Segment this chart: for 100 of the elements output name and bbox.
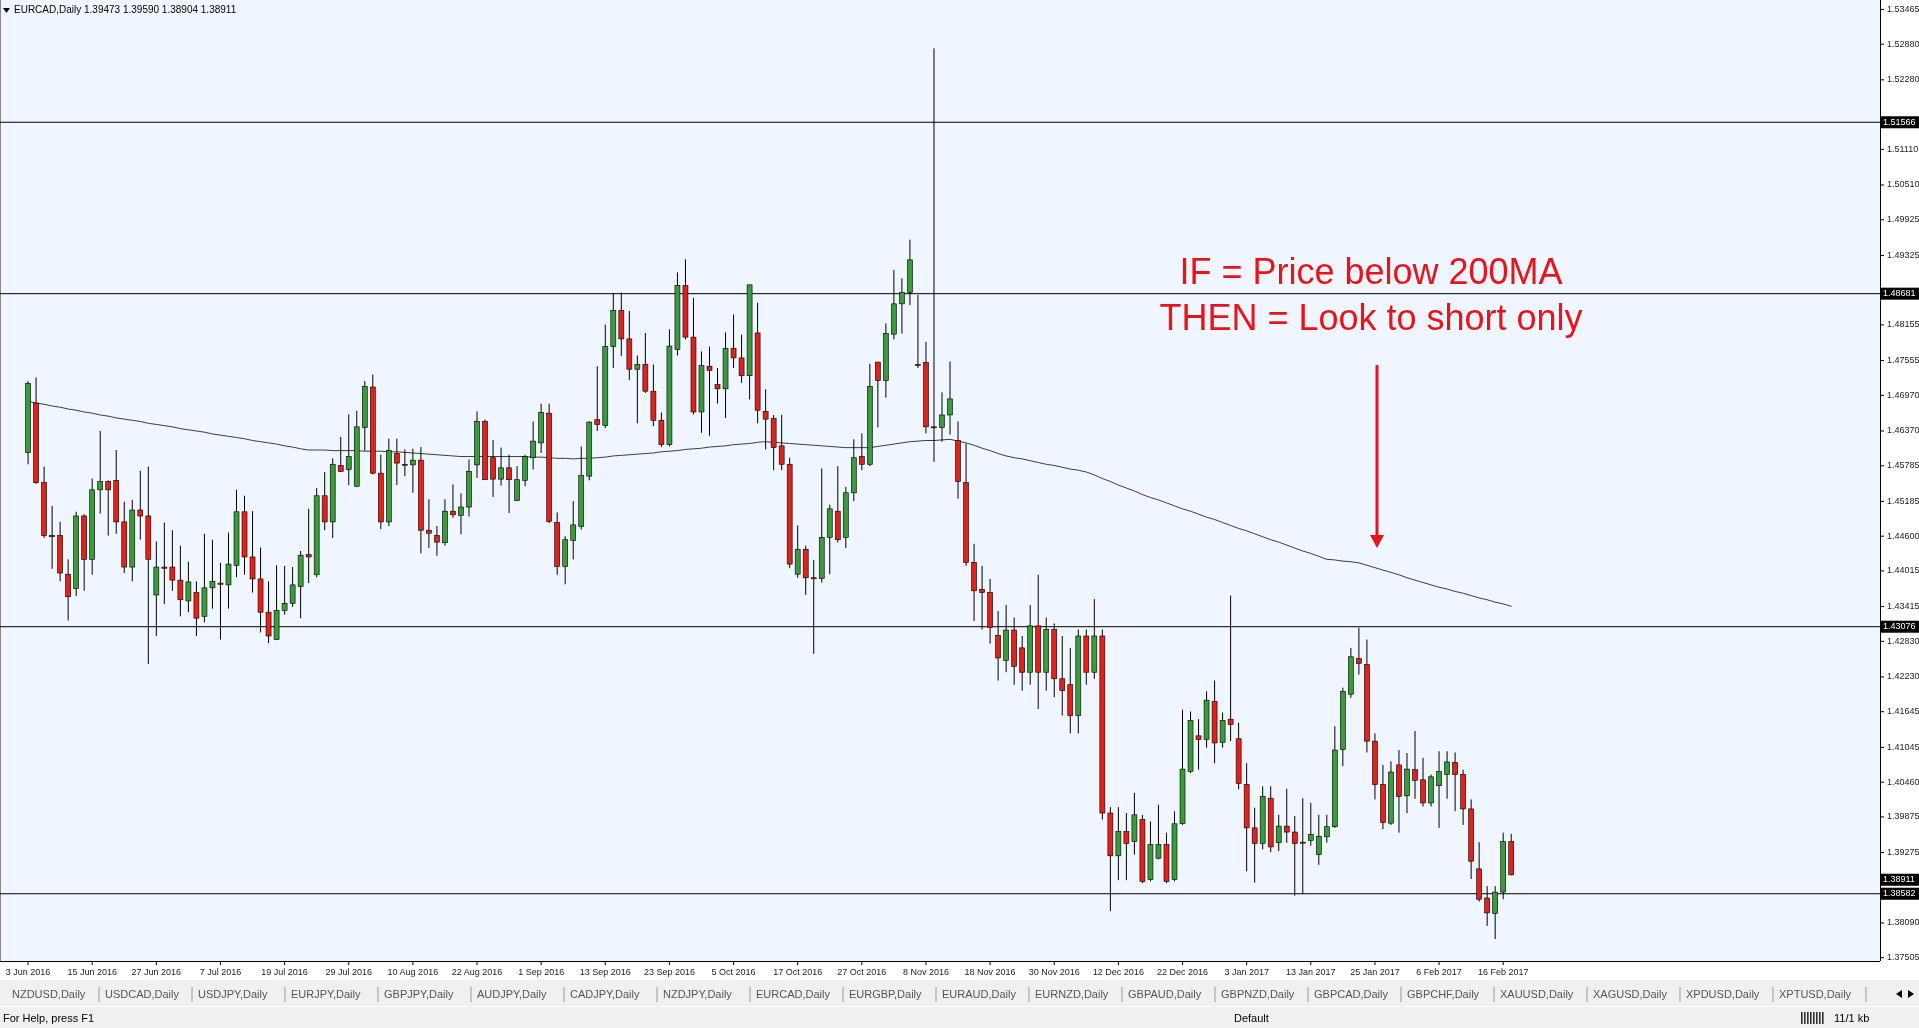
ref-line-label: 1.51566 (1883, 116, 1916, 127)
candlestick (345, 413, 352, 486)
text: GBPCHF,Daily (1407, 988, 1480, 1000)
text: XPDUSD,Daily (1686, 988, 1760, 1000)
x-tick-label: 23 Sep 2016 (643, 967, 695, 977)
x-tick-label: 22 Dec 2016 (1156, 967, 1209, 977)
candlestick (1316, 814, 1322, 866)
candlestick (778, 414, 785, 471)
candlestick (939, 391, 945, 443)
y-tick-label: 1.39875 (1887, 811, 1919, 822)
y-tick-label: 1.40460 (1887, 776, 1919, 787)
y-tick-label: 1.46370 (1887, 425, 1919, 436)
ref-line-label: 1.43076 (1883, 621, 1916, 632)
candlestick (1251, 807, 1258, 884)
text: USDJPY,Daily (198, 988, 268, 1000)
text: EURCAD,Daily (756, 988, 831, 1000)
x-tick-label: 22 Aug 2016 (451, 967, 503, 977)
y-tick-label: 1.45185 (1887, 495, 1919, 506)
y-tick-label: 1.43415 (1887, 600, 1919, 611)
candlestick (49, 505, 55, 570)
y-tick-label: 1.52880 (1887, 38, 1919, 49)
candlestick (530, 420, 536, 471)
text: EURGBP,Daily (849, 988, 923, 1000)
y-tick-label: 1.48155 (1887, 319, 1919, 330)
ref-line-label: 1.48681 (1883, 288, 1916, 299)
text: EURAUD,Daily (942, 988, 1017, 1000)
text: EURJPY,Daily (291, 988, 361, 1000)
x-tick-label: 12 Dec 2016 (1092, 967, 1144, 977)
x-tick-label: 16 Feb 2017 (1477, 967, 1529, 977)
candlestick (570, 500, 577, 560)
y-tick-label: 1.46970 (1887, 389, 1919, 400)
x-tick-label: 10 Aug 2016 (387, 967, 439, 977)
x-tick-label: 19 Jul 2016 (261, 967, 308, 977)
candlestick (594, 365, 601, 432)
text: GBPJPY,Daily (384, 988, 454, 1000)
x-tick-label: 27 Jun 2016 (131, 967, 182, 977)
text: EURNZD,Daily (1035, 988, 1109, 1000)
text: For Help, press F1 (3, 1012, 95, 1024)
text: 1.38911 (1883, 874, 1915, 885)
x-tick-label: 17 Oct 2016 (773, 967, 823, 977)
candlestick (137, 470, 144, 541)
y-tick-label: 1.47555 (1887, 354, 1919, 365)
y-tick-label: 1.44600 (1887, 530, 1919, 541)
x-tick-label: 30 Nov 2016 (1028, 967, 1080, 977)
y-tick-label: 1.53465 (1887, 3, 1919, 14)
y-tick-label: 1.39275 (1887, 846, 1919, 857)
text: CADJPY,Daily (570, 988, 640, 1000)
x-tick-label: 27 Oct 2016 (837, 967, 887, 977)
candlestick (490, 439, 496, 498)
x-tick-label: 15 Jun 2016 (67, 967, 117, 977)
candlestick (859, 432, 865, 471)
candlestick (1420, 757, 1426, 808)
text: GBPNZD,Daily (1221, 988, 1295, 1000)
candlestick (402, 448, 408, 477)
candlestick (1275, 814, 1282, 852)
x-tick-label: 13 Jan 2017 (1286, 967, 1336, 977)
candlestick (434, 525, 440, 557)
y-tick-label: 1.49325 (1887, 249, 1919, 260)
annotation: IF = Price below 200MA (1179, 251, 1563, 292)
candlestick (394, 438, 400, 486)
annotation: THEN = Look to short only (1159, 297, 1583, 338)
x-tick-label: 29 Jul 2016 (325, 967, 373, 977)
text: AUDJPY,Daily (477, 988, 547, 1000)
candlestick (522, 454, 528, 487)
x-tick-label: 18 Nov 2016 (964, 967, 1016, 977)
candlestick (1059, 635, 1066, 717)
x-tick-label: 8 Nov 2016 (902, 967, 949, 977)
x-tick-label: 6 Feb 2017 (1416, 967, 1462, 977)
y-tick-label: 1.49925 (1887, 214, 1919, 225)
x-tick-label: 13 Sep 2016 (579, 967, 631, 977)
text: XPTUSD,Daily (1779, 988, 1852, 1000)
text: Default (1234, 1012, 1269, 1024)
text: USDCAD,Daily (105, 988, 180, 1000)
y-tick-label: 1.42230 (1887, 671, 1919, 682)
candlestick (337, 436, 344, 473)
text: NZDUSD,Daily (12, 988, 86, 1000)
candlestick (161, 522, 168, 605)
candlestick (1324, 814, 1330, 844)
candlestick (1436, 750, 1442, 829)
text: XAUUSD,Daily (1500, 988, 1574, 1000)
candlestick (1307, 802, 1314, 847)
candlestick (410, 448, 416, 494)
x-tick-label: 7 Jul 2016 (199, 967, 242, 977)
candlestick (450, 483, 456, 519)
candlestick (1444, 750, 1450, 800)
text: GBPCAD,Daily (1314, 988, 1389, 1000)
y-tick-label: 1.44015 (1887, 565, 1919, 576)
text: 11/1 kb (1834, 1012, 1870, 1024)
y-tick-label: 1.37505 (1887, 952, 1919, 963)
candlestick (498, 447, 504, 487)
y-tick-label: 1.50510 (1887, 179, 1919, 190)
chart-title: EURCAD,Daily 1.39473 1.39590 1.38904 1.38911 (14, 4, 237, 15)
y-tick-label: 1.42830 (1887, 635, 1919, 646)
y-tick-label: 1.45785 (1887, 460, 1919, 471)
candlestick (1452, 751, 1458, 812)
candlestick (426, 498, 432, 549)
y-tick-label: 1.41645 (1887, 706, 1919, 717)
x-tick-label: 3 Jan 2017 (1224, 967, 1269, 977)
y-tick-label: 1.38090 (1887, 917, 1919, 928)
candlestick (65, 558, 71, 622)
